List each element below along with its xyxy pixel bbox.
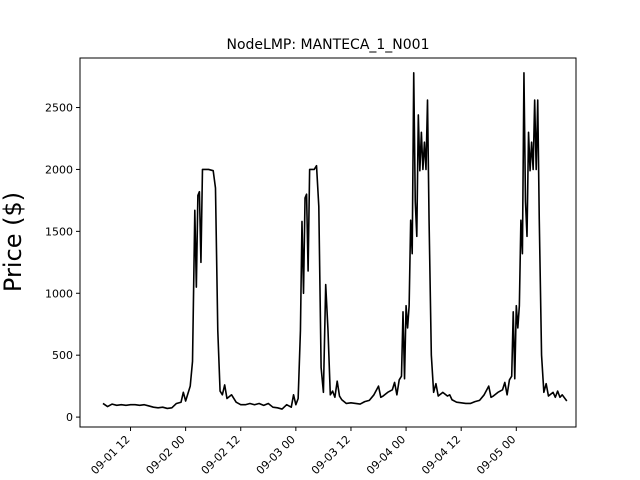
x-tick-label: 09-04 12 bbox=[419, 433, 463, 477]
y-tick-label: 500 bbox=[52, 349, 73, 362]
x-tick-label: 09-03 00 bbox=[254, 433, 298, 477]
x-tick-label: 09-02 00 bbox=[144, 433, 188, 477]
y-tick-label: 0 bbox=[66, 411, 73, 424]
y-tick-label: 1000 bbox=[45, 287, 73, 300]
x-tick-label: 09-04 00 bbox=[364, 433, 408, 477]
y-tick-label: 1500 bbox=[45, 225, 73, 238]
chart-title: NodeLMP: MANTECA_1_N001 bbox=[226, 37, 429, 53]
y-axis-label: Price ($) bbox=[0, 192, 27, 292]
x-tick-label: 09-01 12 bbox=[88, 433, 132, 477]
x-tick-label: 09-05 00 bbox=[474, 433, 518, 477]
y-tick-label: 2000 bbox=[45, 163, 73, 176]
x-tick-label: 09-03 12 bbox=[309, 433, 353, 477]
y-tick-label: 2500 bbox=[45, 102, 73, 115]
plot-frame bbox=[79, 57, 577, 428]
series-line-1 bbox=[102, 72, 568, 410]
x-tick-label: 09-02 12 bbox=[199, 433, 243, 477]
